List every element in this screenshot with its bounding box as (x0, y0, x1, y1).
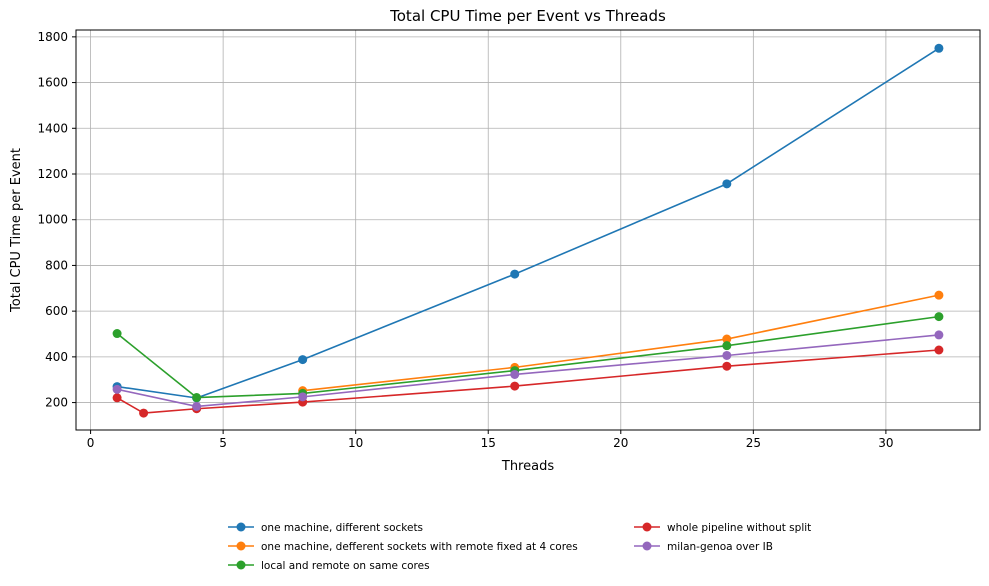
legend-item: milan-genoa over IB (634, 541, 773, 553)
legend-label: whole pipeline without split (667, 522, 811, 534)
legend: one machine, different sockets one machin… (228, 522, 811, 572)
x-tick-label: 25 (746, 436, 761, 450)
legend-marker (236, 560, 246, 570)
x-tick-label: 30 (878, 436, 893, 450)
legend-item: one machine, defferent sockets with remo… (228, 541, 578, 553)
data-point (722, 179, 732, 189)
legend-marker (236, 541, 246, 551)
data-point (722, 361, 732, 371)
legend-marker (642, 541, 652, 551)
legend-marker (236, 522, 246, 532)
data-point (112, 329, 122, 339)
y-axis-label: Total CPU Time per Event (9, 148, 24, 313)
series-5 (112, 330, 944, 411)
data-point (192, 401, 202, 411)
series-group (112, 43, 944, 418)
data-point (934, 312, 944, 322)
legend-marker (642, 522, 652, 532)
series-1 (112, 43, 944, 403)
axes: 0 5 10 15 20 25 30 200 400 600 800 1000 1200 1400 1600… (37, 30, 893, 450)
data-point (510, 269, 520, 279)
plot-frame (75, 29, 981, 431)
data-point (722, 334, 732, 344)
series-line (302, 294, 940, 392)
y-tick-label: 1000 (37, 213, 68, 227)
x-axis-label: Threads (501, 459, 554, 474)
series-line (116, 47, 940, 399)
legend-label: one machine, different sockets (261, 522, 423, 534)
x-tick-label: 5 (219, 436, 227, 450)
y-tick-label: 400 (45, 350, 68, 364)
x-tick-label: 15 (481, 436, 496, 450)
data-point (510, 369, 520, 379)
data-point (722, 341, 732, 351)
series-4 (112, 345, 944, 418)
data-point (934, 330, 944, 340)
chart-title: Total CPU Time per Event vs Threads (389, 7, 666, 25)
series-line (116, 334, 939, 408)
data-point (510, 381, 520, 391)
y-tick-label: 600 (45, 304, 68, 318)
legend-label: milan-genoa over IB (667, 541, 773, 553)
data-point (298, 392, 308, 402)
data-point (192, 393, 202, 403)
grid (76, 30, 980, 430)
data-point (112, 384, 122, 394)
series-line (116, 315, 940, 399)
series-3 (112, 312, 944, 403)
data-point (139, 408, 149, 418)
x-tick-label: 0 (87, 436, 95, 450)
data-point (934, 43, 944, 53)
y-tick-label: 200 (45, 396, 68, 410)
data-point (722, 350, 732, 360)
y-tick-label: 1600 (37, 76, 68, 90)
y-tick-label: 1800 (37, 30, 68, 44)
data-point (934, 345, 944, 355)
y-tick-label: 800 (45, 258, 68, 272)
data-point (298, 355, 308, 365)
legend-item: whole pipeline without split (634, 522, 811, 534)
legend-label: one machine, defferent sockets with remo… (261, 541, 578, 553)
x-tick-label: 20 (613, 436, 628, 450)
x-tick-label: 10 (348, 436, 363, 450)
y-tick-label: 1400 (37, 121, 68, 135)
data-point (112, 393, 122, 403)
data-point (934, 290, 944, 300)
legend-item: one machine, different sockets (228, 522, 423, 534)
legend-item: local and remote on same cores (228, 560, 430, 572)
legend-label: local and remote on same cores (261, 560, 430, 572)
y-tick-label: 1200 (37, 167, 68, 181)
